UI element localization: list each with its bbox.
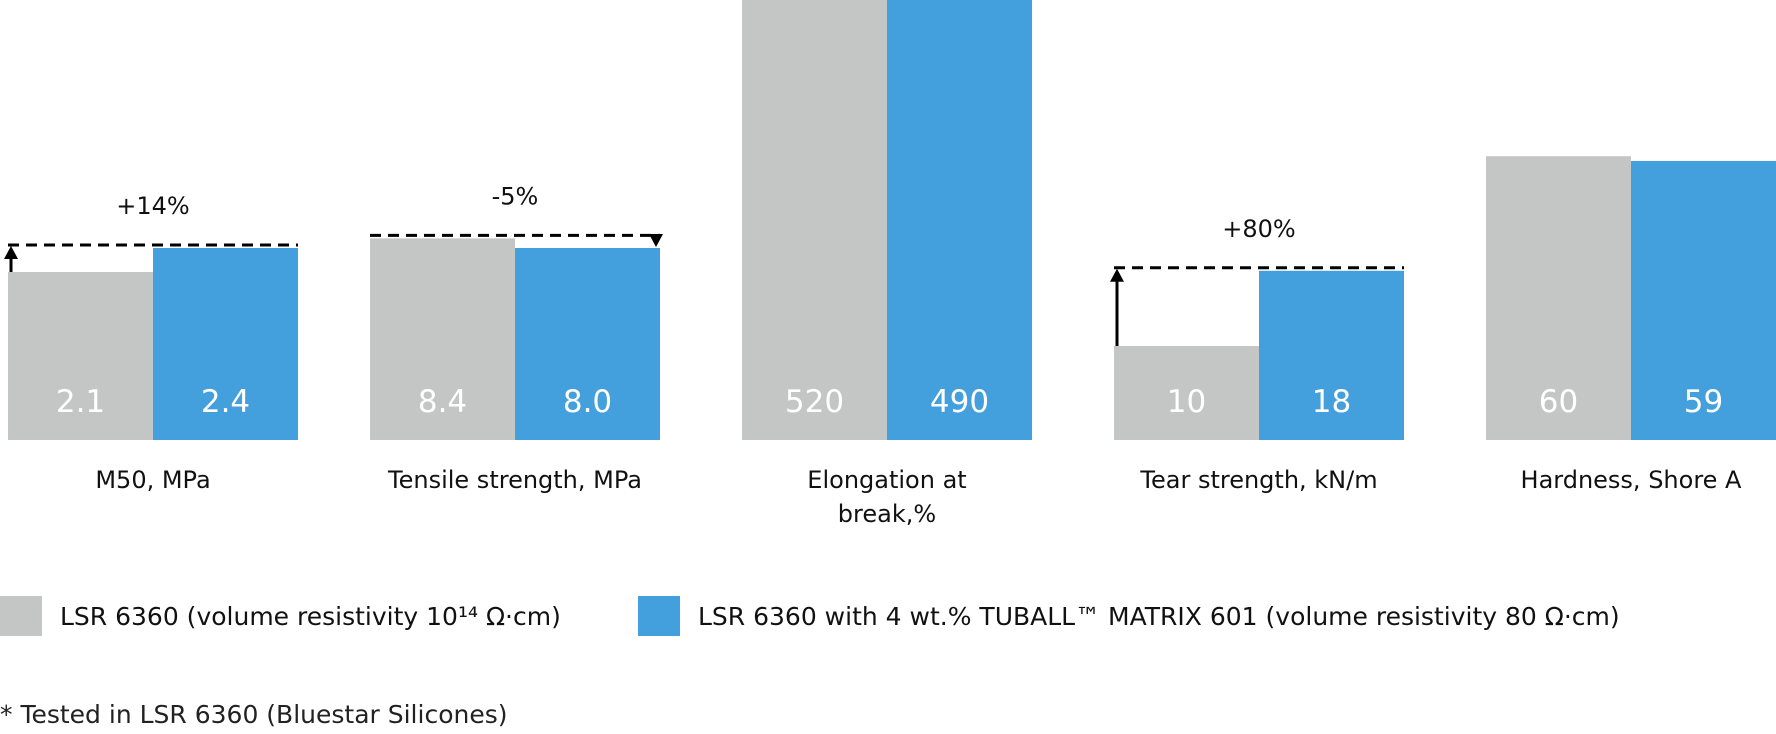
category-label: M50, MPa <box>95 466 210 494</box>
category-label: Tensile strength, MPa <box>387 466 642 494</box>
category-label: break,% <box>838 500 936 528</box>
category-label: Tear strength, kN/m <box>1139 466 1377 494</box>
change-arrow-head <box>4 246 18 259</box>
bar-2-1 <box>887 0 1032 440</box>
bar-value-label: 10 <box>1167 384 1206 420</box>
bar-value-label: 490 <box>930 384 989 420</box>
bar-4-0 <box>1486 156 1631 440</box>
change-arrow-head <box>649 234 663 247</box>
bar-3-1 <box>1259 270 1404 440</box>
category-label: Hardness, Shore A <box>1521 466 1743 494</box>
change-label: -5% <box>492 182 539 210</box>
legend-label-lsr-6360: LSR 6360 (volume resistivity 10¹⁴ Ω·cm) <box>60 602 561 631</box>
bar-value-label: 59 <box>1684 384 1723 420</box>
bar-value-label: 8.0 <box>563 384 612 420</box>
bar-value-label: 8.4 <box>418 384 467 420</box>
bar-2-0 <box>742 0 887 440</box>
change-label: +80% <box>1222 215 1295 243</box>
footnote: * Tested in LSR 6360 (Bluestar Silicones… <box>0 700 508 729</box>
change-label: +14% <box>116 192 189 220</box>
bar-chart: 2.1 2.4 +14% M50, MPa 8.4 8.0 -5% Tensile stren… <box>4 0 1776 528</box>
bar-0-1 <box>153 248 298 440</box>
legend-swatch-lsr-6360-tuball <box>638 596 680 636</box>
legend-swatch-lsr-6360 <box>0 596 42 636</box>
bar-4-1 <box>1631 160 1776 440</box>
legend-label-lsr-6360-tuball: LSR 6360 with 4 wt.% TUBALL™ MATRIX 601 … <box>698 602 1620 631</box>
bar-1-1 <box>515 248 660 440</box>
bar-value-label: 60 <box>1539 384 1578 420</box>
bar-value-label: 520 <box>785 384 844 420</box>
bar-value-label: 2.4 <box>201 384 250 420</box>
bar-0-0 <box>8 272 153 440</box>
bar-3-0 <box>1114 346 1259 440</box>
legend: LSR 6360 (volume resistivity 10¹⁴ Ω·cm) … <box>0 596 1776 638</box>
change-arrow-head <box>1110 268 1124 282</box>
bar-1-0 <box>370 238 515 440</box>
bar-value-label: 2.1 <box>56 384 105 420</box>
bar-value-label: 18 <box>1312 384 1351 420</box>
category-label: Elongation at <box>807 466 966 494</box>
